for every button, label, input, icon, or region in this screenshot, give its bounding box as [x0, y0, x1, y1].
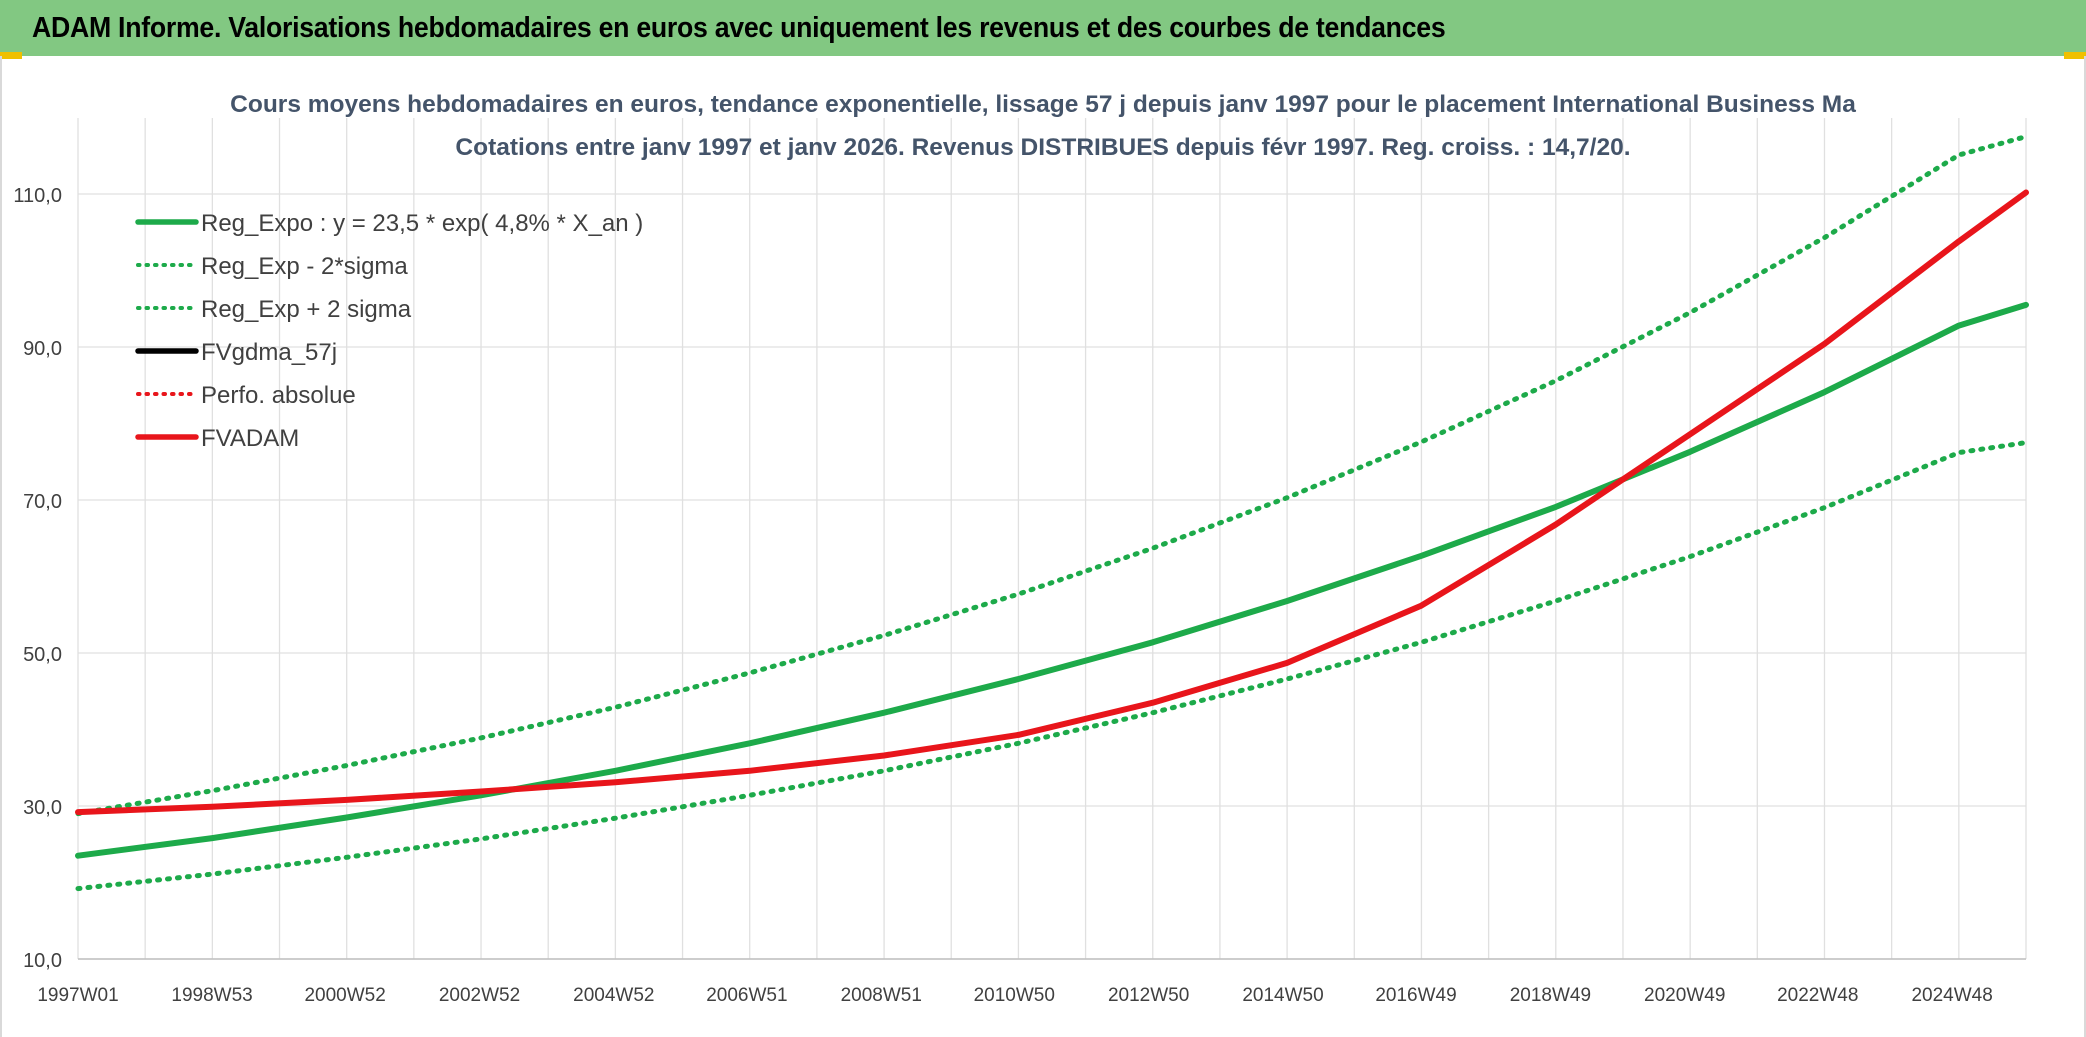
series-lines	[75, 134, 2029, 892]
x-tick-label: 2020W49	[1644, 985, 1725, 1006]
y-tick-label: 70,0	[23, 491, 62, 513]
x-tick-label: 2014W50	[1242, 985, 1323, 1006]
series-line-0	[75, 301, 2029, 859]
legend-label: FVgdma_57j	[201, 339, 337, 366]
y-tick-label: 90,0	[23, 338, 62, 360]
chart-title-line-1: Cours moyens hebdomadaires en euros, ten…	[230, 91, 1856, 118]
x-tick-label: 2000W52	[304, 985, 385, 1006]
chart-frame	[0, 56, 2086, 1037]
series-line-5	[75, 189, 2029, 816]
y-tick-label: 110,0	[13, 185, 62, 207]
y-tick-label: 10,0	[23, 950, 62, 972]
report-title: ADAM Informe. Valorisations hebdomadaire…	[32, 11, 1446, 44]
x-tick-label: 2018W49	[1510, 985, 1591, 1006]
legend: Reg_Expo : y = 23,5 * exp( 4,8% * X_an )…	[135, 210, 643, 452]
header-bar: ADAM Informe. Valorisations hebdomadaire…	[0, 0, 2086, 56]
x-tick-label: 2012W50	[1108, 985, 1189, 1006]
x-tick-label: 1998W53	[171, 985, 252, 1006]
x-tick-label: 2022W48	[1777, 985, 1858, 1006]
x-axis-ticks: 1997W01 1998W53 2000W52 2002W52 2004W52 2006W…	[37, 985, 1992, 1006]
x-tick-label: 2006W51	[706, 985, 787, 1006]
x-tick-label: 2016W49	[1375, 985, 1456, 1006]
grid	[77, 118, 2027, 960]
corner-marker-left	[0, 52, 22, 59]
x-tick-label: 2024W48	[1911, 985, 1992, 1006]
x-tick-label: 1997W01	[37, 985, 118, 1006]
series-line-4	[76, 191, 2028, 814]
y-tick-label: 30,0	[23, 797, 62, 819]
legend-label: Reg_Exp - 2*sigma	[201, 253, 408, 280]
x-tick-label: 2010W50	[974, 985, 1055, 1006]
x-tick-label: 2004W52	[573, 985, 654, 1006]
series-line-2	[75, 134, 2029, 817]
legend-label: Reg_Expo : y = 23,5 * exp( 4,8% * X_an )	[201, 210, 643, 237]
legend-label: Perfo. absolue	[201, 382, 356, 409]
series-line-1	[75, 440, 2029, 892]
x-tick-label: 2002W52	[439, 985, 520, 1006]
corner-marker-right	[2064, 52, 2086, 59]
y-axis-ticks: 10,0 30,0 50,0 70,0 90,0 110,0	[13, 185, 62, 972]
chart-title-line-2: Cotations entre janv 1997 et janv 2026. …	[455, 134, 1630, 161]
legend-label: Reg_Exp + 2 sigma	[201, 296, 412, 323]
x-tick-label: 2008W51	[841, 985, 922, 1006]
legend-label: FVADAM	[201, 425, 299, 452]
series-line-3	[76, 191, 2028, 814]
y-tick-label: 50,0	[23, 644, 62, 666]
